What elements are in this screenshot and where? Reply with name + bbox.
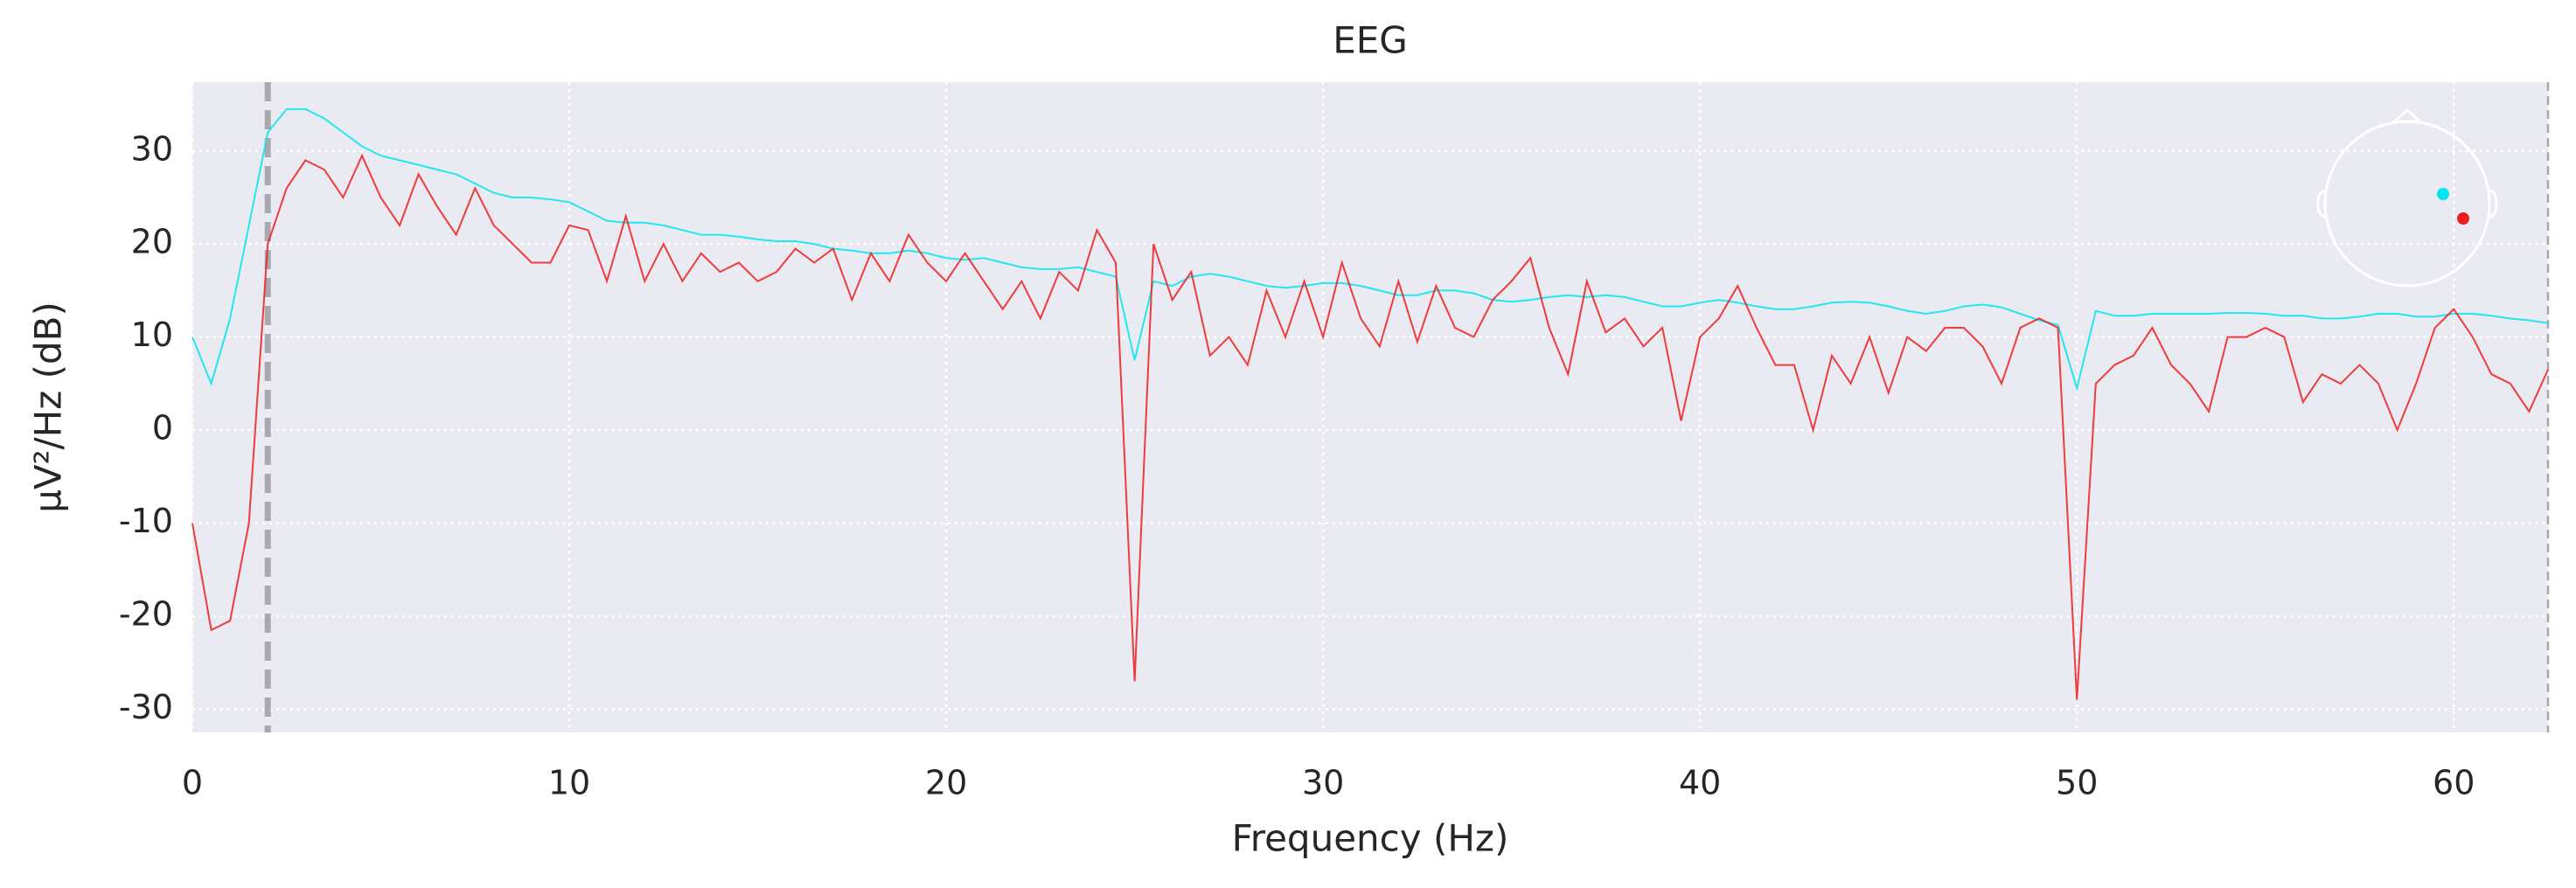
lines (191, 108, 2549, 700)
x-axis-label: Frequency (Hz) (1232, 817, 1509, 860)
y-tick-label: -10 (119, 502, 173, 540)
y-tick-label: -30 (119, 688, 173, 726)
sensor-inset (2316, 108, 2498, 288)
chart-title: EEG (1333, 19, 1408, 62)
y-tick-label: 0 (152, 409, 173, 447)
grid (191, 82, 2550, 732)
series-line (191, 153, 2549, 700)
x-tick-label: 0 (182, 764, 203, 802)
series-line (191, 108, 2549, 392)
head-ear (2316, 189, 2328, 219)
head-nose (2392, 108, 2423, 125)
plot-background (192, 82, 2548, 732)
head-ear (2487, 189, 2498, 219)
x-tick-label: 50 (2056, 764, 2098, 802)
x-tick-label: 20 (925, 764, 967, 802)
sensor-dot (2457, 212, 2469, 225)
sensor-dot (2437, 188, 2449, 200)
x-tick-label: 10 (548, 764, 590, 802)
y-axis-label: µV²/Hz (dB) (27, 302, 70, 513)
x-tick-label: 60 (2433, 764, 2475, 802)
y-tick-label: 20 (131, 223, 173, 261)
head-outline (2323, 120, 2491, 288)
x-tick-label: 40 (1679, 764, 1721, 802)
y-tick-label: 10 (131, 316, 173, 354)
x-tick-label: 30 (1302, 764, 1344, 802)
y-tick-label: -20 (119, 594, 173, 633)
y-tick-label: 30 (131, 129, 173, 168)
